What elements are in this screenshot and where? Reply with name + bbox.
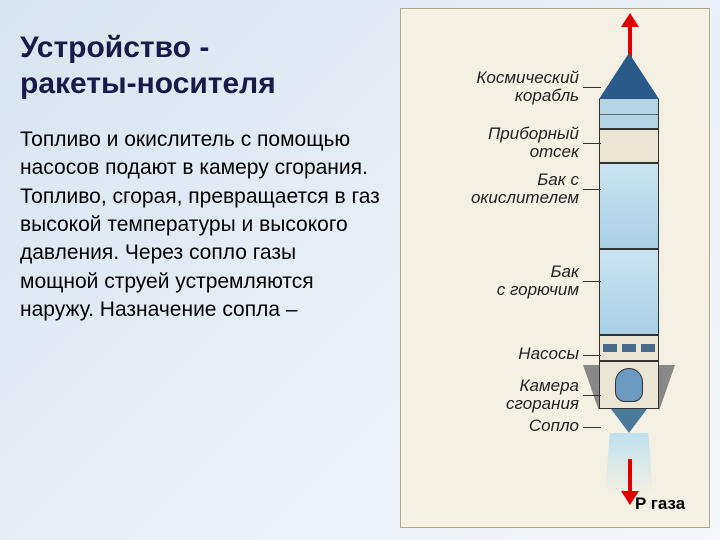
body-text: Топливо и окислитель с помощью насосов п…: [20, 126, 380, 324]
segment-fuel-tank: [599, 249, 659, 335]
rocket-diagram: Космическийкорабль Приборныйотсек Бак со…: [400, 8, 710, 528]
segment-capsule: [599, 99, 659, 129]
label-nozzle: Сопло: [419, 417, 579, 435]
title-line-2: ракеты-носителя: [20, 67, 276, 100]
label-pumps: Насосы: [419, 345, 579, 363]
label-chamber: Камерасгорания: [419, 377, 579, 413]
title-line-1: Устройство -: [20, 31, 209, 64]
segment-combustion-chamber: [599, 361, 659, 409]
segment-pumps: [599, 335, 659, 361]
slide-title: Устройство - ракеты-носителя: [20, 30, 380, 102]
segment-nozzle: [611, 409, 647, 433]
exhaust-label: P газа: [635, 494, 685, 514]
segment-oxidizer-tank: [599, 163, 659, 249]
segment-instrument: [599, 129, 659, 163]
chamber-icon: [615, 368, 643, 402]
fin-left: [583, 365, 599, 411]
label-oxidizer: Бак сокислителем: [419, 171, 579, 207]
rocket-body: [599, 53, 659, 493]
label-capsule: Космическийкорабль: [419, 69, 579, 105]
label-instrument: Приборныйотсек: [419, 125, 579, 161]
fin-right: [659, 365, 675, 411]
text-pane: Устройство - ракеты-носителя Топливо и о…: [20, 30, 380, 324]
rocket-nose: [599, 53, 659, 99]
label-fuel: Бакс горючим: [419, 263, 579, 299]
